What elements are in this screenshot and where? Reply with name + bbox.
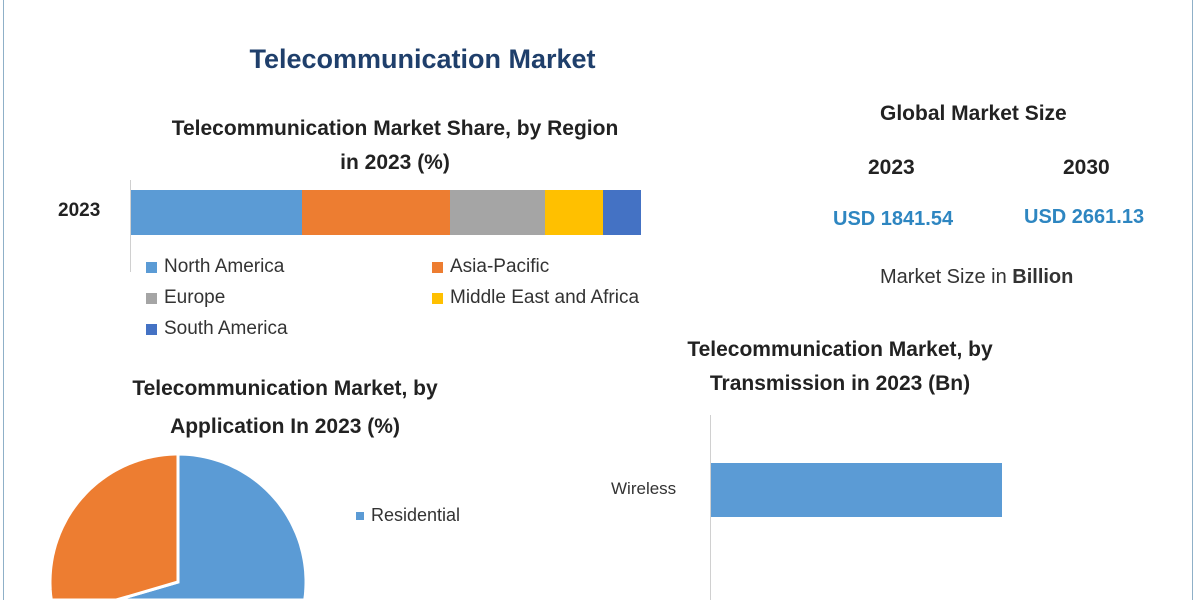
transmission-axis-line [710, 415, 711, 600]
legend-swatch [146, 323, 157, 335]
legend-swatch [432, 292, 443, 304]
transmission-chart-title-line2: Transmission in 2023 (Bn) [709, 372, 971, 395]
bar-segment-asia-pacific [301, 190, 450, 235]
transmission-category-label: Wireless [611, 479, 677, 498]
legend-label: Middle East and Africa [450, 287, 640, 308]
region-stacked-bar [131, 190, 641, 235]
legend-swatch [146, 261, 157, 273]
legend-swatch [432, 261, 443, 273]
legend-label: North America [164, 256, 285, 277]
legend-label: Europe [164, 287, 226, 308]
infographic-frame [3, 0, 1193, 600]
market-size-note-prefix: Market Size in [880, 266, 1013, 288]
application-pie-chart [48, 452, 308, 600]
market-value-2023: USD 1841.54 [833, 208, 954, 230]
legend-item: Middle East and Africa [432, 287, 639, 309]
legend-item: Europe [146, 287, 225, 309]
pie-legend-swatch [356, 511, 364, 520]
region-category-label: 2023 [58, 200, 101, 221]
bar-segment-north-america [131, 190, 302, 235]
region-chart-title-line1: Telecommunication Market Share, by Regio… [171, 117, 619, 140]
transmission-bar-wireless [711, 463, 1002, 517]
global-market-title: Global Market Size [880, 102, 1067, 125]
pie-slice-residential [115, 452, 308, 600]
legend-item: South America [146, 318, 288, 340]
legend-label: Asia-Pacific [450, 256, 550, 277]
bar-segment-europe [449, 190, 545, 235]
legend-item: Asia-Pacific [432, 256, 549, 278]
legend-item: North America [146, 256, 284, 278]
application-chart-title-line2: Application In 2023 (%) [170, 415, 400, 438]
bar-segment-middle-east-and-africa [544, 190, 603, 235]
application-chart-title: Telecommunication Market, by Application… [60, 370, 510, 446]
market-size-unit: Billion [1012, 266, 1074, 288]
pie-legend-label: Residential [371, 505, 461, 525]
pie-legend-residential: Residential [356, 505, 460, 526]
region-chart-title: Telecommunication Market Share, by Regio… [100, 112, 690, 180]
year-2023: 2023 [868, 156, 915, 179]
application-chart-title-line1: Telecommunication Market, by [132, 377, 438, 400]
bar-segment-south-america [602, 190, 641, 235]
region-chart-title-line2: in 2023 (%) [340, 151, 450, 174]
market-value-2030: USD 2661.13 [1024, 206, 1145, 228]
transmission-chart-title: Telecommunication Market, by Transmissio… [620, 333, 1060, 401]
year-2030: 2030 [1063, 156, 1110, 179]
pie-slice-1 [48, 452, 180, 600]
transmission-chart-title-line1: Telecommunication Market, by [687, 338, 993, 361]
region-axis-line [130, 180, 131, 272]
legend-label: South America [164, 318, 288, 339]
legend-swatch [146, 292, 157, 304]
market-size-note: Market Size in Billion [880, 266, 1073, 289]
page-title: Telecommunication Market [249, 44, 596, 74]
